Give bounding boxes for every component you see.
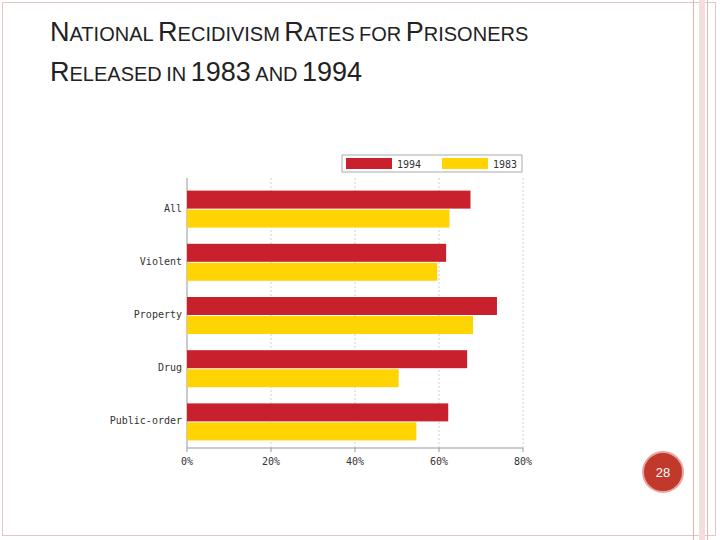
bars bbox=[187, 191, 497, 441]
tick-mark bbox=[439, 448, 440, 452]
bar bbox=[187, 369, 399, 387]
legend-label: 1994 bbox=[397, 159, 421, 170]
tick-mark bbox=[187, 448, 188, 452]
page-number: 28 bbox=[656, 465, 670, 480]
tick-label: 20% bbox=[262, 456, 280, 467]
bar bbox=[187, 263, 437, 281]
bar bbox=[187, 403, 448, 421]
bar bbox=[187, 191, 471, 209]
tick-mark bbox=[271, 448, 272, 452]
decor-line bbox=[693, 0, 694, 540]
title: NATIONAL RECIDIVISM RATES FOR PRISONERS … bbox=[50, 14, 530, 94]
legend-box bbox=[342, 155, 522, 172]
chart: 0% 20% 40% 60% 80% All Violent Property Drug Publ… bbox=[0, 0, 720, 540]
bar bbox=[187, 244, 446, 262]
category-label: Property bbox=[134, 309, 182, 320]
category-label: All bbox=[164, 203, 182, 214]
bar bbox=[187, 350, 467, 368]
page-number-badge bbox=[643, 452, 683, 492]
x-axis-line bbox=[187, 448, 523, 449]
tick-mark bbox=[523, 448, 524, 452]
bar bbox=[187, 316, 473, 334]
bar bbox=[187, 210, 450, 228]
decor-strip bbox=[699, 0, 705, 540]
category-label: Drug bbox=[158, 362, 182, 373]
category-label: Violent bbox=[140, 256, 182, 267]
bar bbox=[187, 422, 416, 440]
tick-label: 40% bbox=[346, 456, 364, 467]
legend-swatch bbox=[442, 158, 488, 169]
tick-mark bbox=[355, 448, 356, 452]
grid-line bbox=[523, 178, 524, 448]
tick-label: 80% bbox=[514, 456, 532, 467]
legend-swatch bbox=[346, 158, 392, 169]
bar bbox=[187, 297, 497, 315]
tick-label: 60% bbox=[430, 456, 448, 467]
category-label: Public-order bbox=[110, 415, 182, 426]
decor-line bbox=[707, 0, 708, 540]
legend-label: 1983 bbox=[493, 159, 517, 170]
tick-label: 0% bbox=[181, 456, 193, 467]
